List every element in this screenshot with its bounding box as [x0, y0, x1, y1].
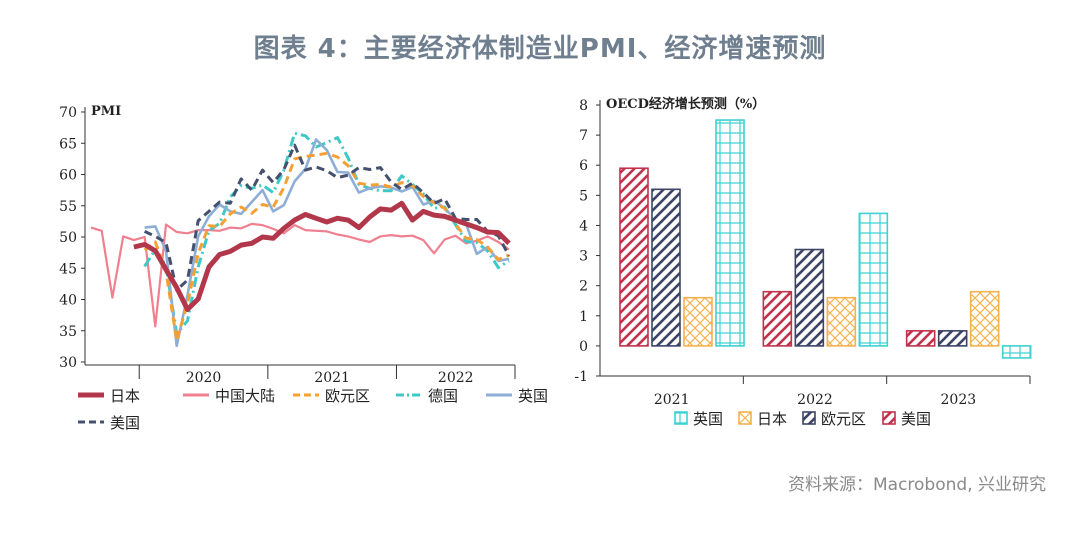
- y-tick-label: 55: [59, 199, 77, 215]
- legend-label-英国: 英国: [518, 387, 548, 405]
- bar-日本-2021: [683, 296, 713, 347]
- bar-欧元区-2022: [794, 248, 825, 347]
- legend-label-日本: 日本: [757, 410, 787, 428]
- x-tick-label: 2021: [654, 392, 690, 408]
- y-tick-label: 50: [59, 230, 77, 246]
- series-line-德国: [143, 131, 510, 336]
- y-tick-label: 35: [59, 324, 77, 340]
- y-tick-label: 7: [579, 128, 588, 144]
- series-line-中国大陆: [90, 222, 510, 328]
- bar-欧元区-2021: [651, 188, 681, 347]
- y-tick-label: 2: [579, 279, 588, 295]
- x-tick-label: 2022: [438, 370, 474, 386]
- chart-title-pmi: PMI: [91, 104, 121, 119]
- bar-美国-2022: [762, 290, 793, 347]
- legend-label-欧元区: 欧元区: [821, 410, 866, 428]
- y-tick-label: 6: [579, 158, 588, 174]
- source-note: 资料来源：Macrobond, 兴业研究: [787, 475, 1046, 495]
- legend-label-美国: 美国: [110, 414, 140, 432]
- series-line-日本: [133, 200, 511, 312]
- legend-swatch-英国: [674, 411, 688, 425]
- y-tick-label: 4: [579, 218, 588, 234]
- y-tick-label: 60: [59, 168, 77, 184]
- legend-label-德国: 德国: [428, 387, 458, 405]
- series-line-英国: [144, 138, 510, 348]
- bar-英国-2022: [858, 212, 889, 347]
- chart-title-oecd: OECD经济增长预测（%）: [606, 96, 765, 112]
- legend-swatch-欧元区: [802, 411, 816, 425]
- bar-美国-2021: [619, 167, 649, 347]
- y-tick-label: 40: [59, 293, 77, 309]
- pmi-line-chart: 30 35 40 45 50 55 60 65 70 PMI 2020 2021 2022 日本 中国大陆 欧…: [59, 104, 548, 432]
- legend-label-美国: 美国: [901, 410, 931, 428]
- bar-欧元区-2023: [937, 330, 968, 347]
- page-title: 图表 4：主要经济体制造业PMI、经济增速预测: [253, 34, 827, 64]
- y-tick-label: 70: [59, 105, 77, 121]
- legend-swatch-日本: [738, 411, 752, 425]
- series-line-欧元区: [143, 151, 510, 343]
- y-tick-label: 30: [59, 355, 77, 371]
- x-tick-label: 2020: [186, 370, 222, 386]
- bar-英国-2023: [1001, 345, 1032, 359]
- y-tick-label: 0: [579, 339, 588, 355]
- y-tick-label: 5: [579, 188, 588, 204]
- legend-swatch-美国: [882, 411, 896, 425]
- x-tick-label: 2023: [941, 392, 977, 408]
- bar-日本-2022: [826, 296, 857, 347]
- bar-英国-2021: [715, 119, 745, 347]
- y-tick-label: 8: [579, 98, 588, 114]
- x-tick-label: 2022: [797, 392, 833, 408]
- y-tick-label: 65: [59, 136, 77, 152]
- oecd-growth-bar-chart: -1 0 1 2 3 4 5 6 7 8 OECD经济增长预测（%） 2021 2022 2023 英国 日本…: [574, 96, 1032, 428]
- y-tick-label: 45: [59, 261, 77, 277]
- legend-label-欧元区: 欧元区: [325, 387, 370, 405]
- bar-美国-2023: [905, 330, 936, 347]
- legend-label-日本: 日本: [110, 387, 140, 405]
- legend-label-英国: 英国: [693, 410, 723, 428]
- bar-日本-2023: [969, 290, 1000, 347]
- x-tick-label: 2021: [314, 370, 350, 386]
- y-tick-label: -1: [574, 369, 588, 385]
- legend-label-中国大陆: 中国大陆: [215, 387, 275, 405]
- y-tick-label: 3: [579, 249, 588, 265]
- series-line-美国: [143, 143, 511, 292]
- y-tick-label: 1: [579, 309, 588, 325]
